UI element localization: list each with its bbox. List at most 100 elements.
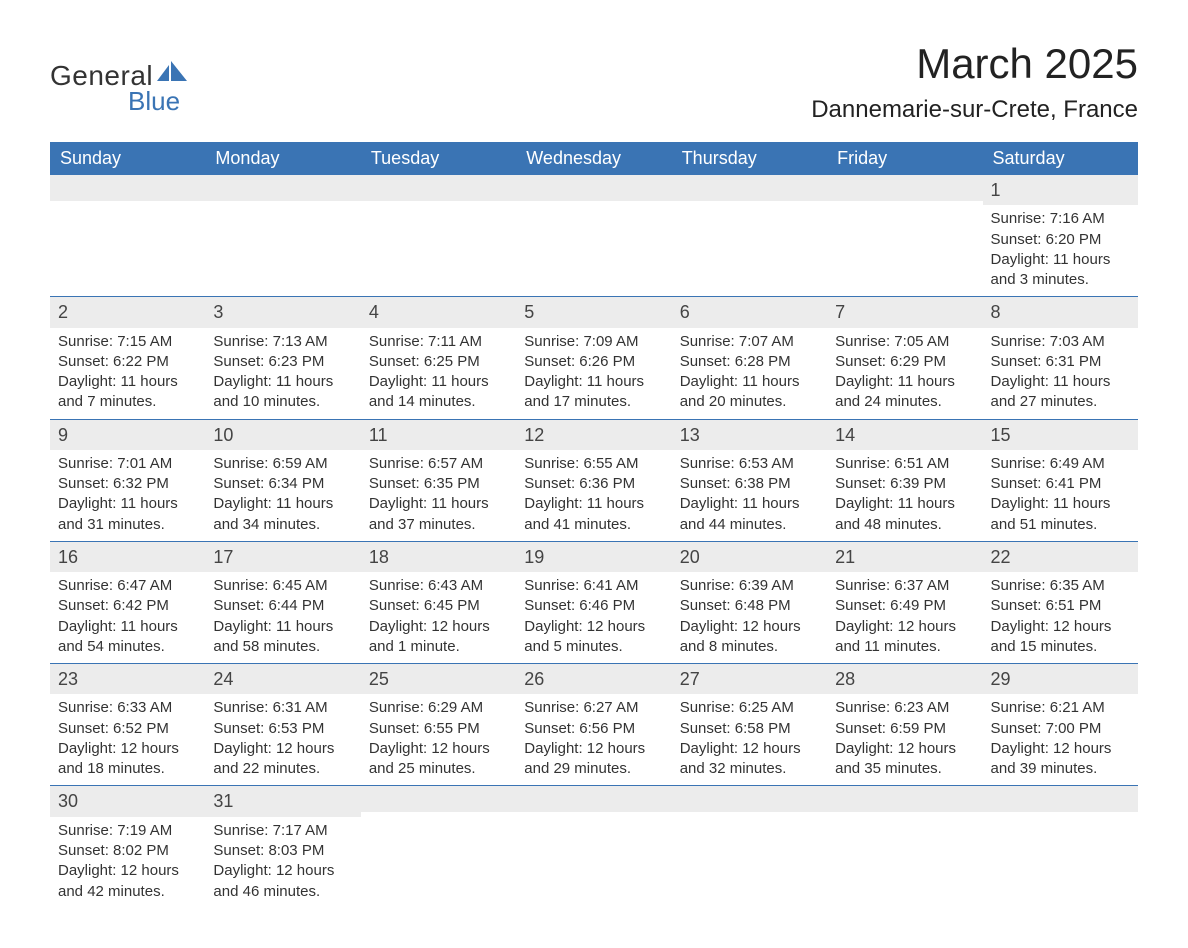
cell-body: Sunrise: 7:13 AMSunset: 6:23 PMDaylight:… <box>205 328 360 419</box>
daylight-line: Daylight: 12 hours and 8 minutes. <box>680 617 819 658</box>
calendar-cell <box>361 175 516 296</box>
sunset-line: Sunset: 6:25 PM <box>369 352 508 372</box>
calendar-cell: 13Sunrise: 6:53 AMSunset: 6:38 PMDayligh… <box>672 420 827 541</box>
day-number: 7 <box>827 297 982 327</box>
calendar-cell: 8Sunrise: 7:03 AMSunset: 6:31 PMDaylight… <box>983 297 1138 418</box>
daylight-line: Daylight: 11 hours and 14 minutes. <box>369 372 508 413</box>
sunset-line: Sunset: 6:20 PM <box>991 230 1130 250</box>
cell-body: Sunrise: 6:55 AMSunset: 6:36 PMDaylight:… <box>516 450 671 541</box>
day-number: 15 <box>983 420 1138 450</box>
cell-body <box>361 201 516 211</box>
calendar-row: 1Sunrise: 7:16 AMSunset: 6:20 PMDaylight… <box>50 175 1138 296</box>
sunset-line: Sunset: 6:52 PM <box>58 719 197 739</box>
calendar-cell: 25Sunrise: 6:29 AMSunset: 6:55 PMDayligh… <box>361 664 516 785</box>
calendar-cell: 27Sunrise: 6:25 AMSunset: 6:58 PMDayligh… <box>672 664 827 785</box>
daylight-line: Daylight: 12 hours and 35 minutes. <box>835 739 974 780</box>
daylight-line: Daylight: 12 hours and 22 minutes. <box>213 739 352 780</box>
cell-body: Sunrise: 7:17 AMSunset: 8:03 PMDaylight:… <box>205 817 360 908</box>
daylight-line: Daylight: 11 hours and 54 minutes. <box>58 617 197 658</box>
day-number: 28 <box>827 664 982 694</box>
day-number <box>205 175 360 201</box>
calendar-cell <box>672 786 827 907</box>
sunset-line: Sunset: 6:51 PM <box>991 596 1130 616</box>
calendar-cell: 19Sunrise: 6:41 AMSunset: 6:46 PMDayligh… <box>516 542 671 663</box>
sunset-line: Sunset: 6:49 PM <box>835 596 974 616</box>
sunset-line: Sunset: 6:36 PM <box>524 474 663 494</box>
sunrise-line: Sunrise: 6:59 AM <box>213 454 352 474</box>
weekday: Saturday <box>983 142 1138 175</box>
cell-body: Sunrise: 7:09 AMSunset: 6:26 PMDaylight:… <box>516 328 671 419</box>
sunrise-line: Sunrise: 7:15 AM <box>58 332 197 352</box>
calendar-cell <box>983 786 1138 907</box>
day-number: 6 <box>672 297 827 327</box>
calendar-cell: 24Sunrise: 6:31 AMSunset: 6:53 PMDayligh… <box>205 664 360 785</box>
daylight-line: Daylight: 11 hours and 44 minutes. <box>680 494 819 535</box>
brand-line2: Blue <box>128 86 180 117</box>
sunrise-line: Sunrise: 6:31 AM <box>213 698 352 718</box>
calendar-cell: 9Sunrise: 7:01 AMSunset: 6:32 PMDaylight… <box>50 420 205 541</box>
sunset-line: Sunset: 6:58 PM <box>680 719 819 739</box>
calendar-cell <box>361 786 516 907</box>
day-number: 20 <box>672 542 827 572</box>
sunset-line: Sunset: 8:02 PM <box>58 841 197 861</box>
cell-body: Sunrise: 6:21 AMSunset: 7:00 PMDaylight:… <box>983 694 1138 785</box>
daylight-line: Daylight: 11 hours and 27 minutes. <box>991 372 1130 413</box>
weekday: Tuesday <box>361 142 516 175</box>
daylight-line: Daylight: 11 hours and 31 minutes. <box>58 494 197 535</box>
sunrise-line: Sunrise: 6:43 AM <box>369 576 508 596</box>
sunset-line: Sunset: 6:31 PM <box>991 352 1130 372</box>
sunset-line: Sunset: 6:28 PM <box>680 352 819 372</box>
calendar-cell <box>827 786 982 907</box>
calendar-row: 23Sunrise: 6:33 AMSunset: 6:52 PMDayligh… <box>50 663 1138 785</box>
weekday: Wednesday <box>516 142 671 175</box>
daylight-line: Daylight: 12 hours and 11 minutes. <box>835 617 974 658</box>
cell-body: Sunrise: 7:19 AMSunset: 8:02 PMDaylight:… <box>50 817 205 908</box>
calendar-cell: 17Sunrise: 6:45 AMSunset: 6:44 PMDayligh… <box>205 542 360 663</box>
sunset-line: Sunset: 6:29 PM <box>835 352 974 372</box>
calendar-cell: 22Sunrise: 6:35 AMSunset: 6:51 PMDayligh… <box>983 542 1138 663</box>
sunrise-line: Sunrise: 7:13 AM <box>213 332 352 352</box>
calendar-grid: 1Sunrise: 7:16 AMSunset: 6:20 PMDaylight… <box>50 175 1138 908</box>
daylight-line: Daylight: 11 hours and 10 minutes. <box>213 372 352 413</box>
day-number: 22 <box>983 542 1138 572</box>
location: Dannemarie-sur-Crete, France <box>811 96 1138 124</box>
calendar-cell: 5Sunrise: 7:09 AMSunset: 6:26 PMDaylight… <box>516 297 671 418</box>
sunset-line: Sunset: 6:41 PM <box>991 474 1130 494</box>
sunset-line: Sunset: 6:56 PM <box>524 719 663 739</box>
cell-body: Sunrise: 7:05 AMSunset: 6:29 PMDaylight:… <box>827 328 982 419</box>
cell-body: Sunrise: 6:25 AMSunset: 6:58 PMDaylight:… <box>672 694 827 785</box>
sunrise-line: Sunrise: 6:23 AM <box>835 698 974 718</box>
calendar-cell <box>516 786 671 907</box>
title-block: March 2025 Dannemarie-sur-Crete, France <box>811 40 1138 124</box>
day-number <box>361 175 516 201</box>
daylight-line: Daylight: 11 hours and 37 minutes. <box>369 494 508 535</box>
day-number: 18 <box>361 542 516 572</box>
sunrise-line: Sunrise: 6:39 AM <box>680 576 819 596</box>
calendar-cell <box>50 175 205 296</box>
daylight-line: Daylight: 11 hours and 24 minutes. <box>835 372 974 413</box>
sunset-line: Sunset: 6:38 PM <box>680 474 819 494</box>
weekday-header: Sunday Monday Tuesday Wednesday Thursday… <box>50 142 1138 175</box>
cell-body: Sunrise: 6:31 AMSunset: 6:53 PMDaylight:… <box>205 694 360 785</box>
sunset-line: Sunset: 6:55 PM <box>369 719 508 739</box>
cell-body: Sunrise: 6:53 AMSunset: 6:38 PMDaylight:… <box>672 450 827 541</box>
cell-body <box>50 201 205 211</box>
sunrise-line: Sunrise: 6:49 AM <box>991 454 1130 474</box>
calendar-cell: 20Sunrise: 6:39 AMSunset: 6:48 PMDayligh… <box>672 542 827 663</box>
day-number: 29 <box>983 664 1138 694</box>
calendar-cell <box>205 175 360 296</box>
sunset-line: Sunset: 6:53 PM <box>213 719 352 739</box>
sunrise-line: Sunrise: 7:19 AM <box>58 821 197 841</box>
daylight-line: Daylight: 12 hours and 5 minutes. <box>524 617 663 658</box>
day-number: 4 <box>361 297 516 327</box>
day-number: 2 <box>50 297 205 327</box>
sunset-line: Sunset: 6:45 PM <box>369 596 508 616</box>
day-number <box>361 786 516 812</box>
daylight-line: Daylight: 11 hours and 17 minutes. <box>524 372 663 413</box>
sunset-line: Sunset: 7:00 PM <box>991 719 1130 739</box>
cell-body <box>672 812 827 822</box>
calendar-cell: 11Sunrise: 6:57 AMSunset: 6:35 PMDayligh… <box>361 420 516 541</box>
day-number: 25 <box>361 664 516 694</box>
calendar-cell: 6Sunrise: 7:07 AMSunset: 6:28 PMDaylight… <box>672 297 827 418</box>
calendar-cell: 30Sunrise: 7:19 AMSunset: 8:02 PMDayligh… <box>50 786 205 907</box>
